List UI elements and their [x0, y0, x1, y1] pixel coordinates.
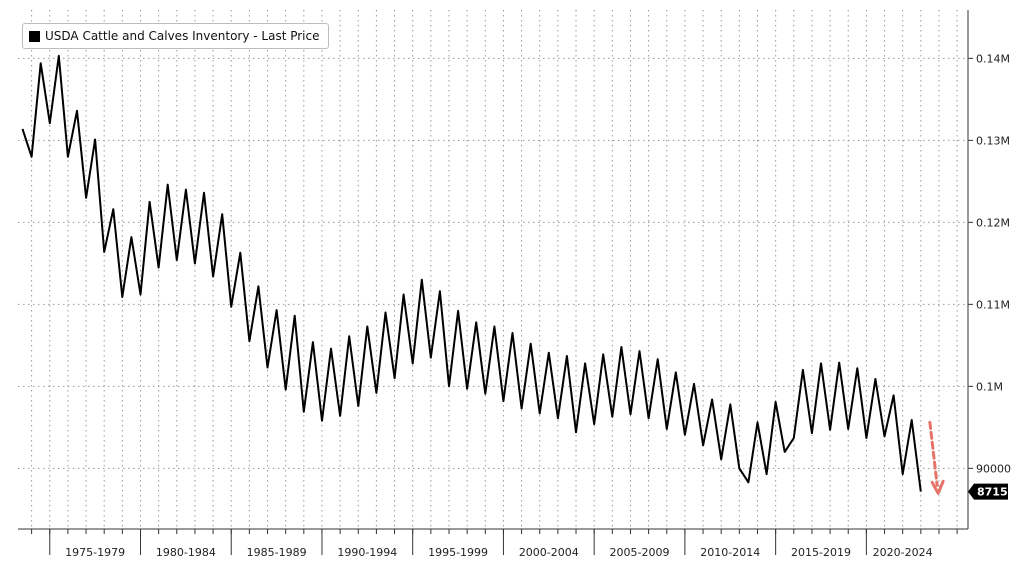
last-value-label: 87157 [977, 486, 1015, 499]
x-tick-label: 1995-1999 [428, 546, 488, 559]
annotation-layer [928, 420, 945, 495]
y-axis-ticks: 90000 0.1M 0.11M 0.12M 0.13M 0.14M 87157 [968, 52, 1015, 500]
x-tick-label: 1980-1984 [156, 546, 216, 559]
downward-arrow-head [930, 479, 945, 495]
downward-arrow-shaft [928, 420, 939, 487]
gridlines [18, 10, 968, 529]
y-tick-label: 0.14M [976, 52, 1010, 65]
series-line [21, 54, 922, 492]
legend: USDA Cattle and Calves Inventory - Last … [22, 23, 329, 49]
y-tick-label: 0.13M [976, 134, 1010, 147]
legend-label: USDA Cattle and Calves Inventory - Last … [45, 29, 320, 43]
x-tick-label: 1990-1994 [337, 546, 397, 559]
x-tick-label: 2000-2004 [519, 546, 579, 559]
x-axis-ticks: 1975-1979 1980-1984 1985-1989 1990-1994 1995… [65, 546, 933, 559]
x-tick-label: 2005-2009 [610, 546, 670, 559]
y-tick-label: 90000 [976, 462, 1011, 475]
x-tick-label: 2020-2024 [873, 546, 933, 559]
axes [18, 10, 969, 555]
last-value-tag [968, 483, 1008, 500]
x-tick-label: 1975-1979 [65, 546, 125, 559]
y-tick-label: 0.12M [976, 216, 1010, 229]
y-tick-label: 0.1M [976, 380, 1003, 393]
legend-swatch [29, 30, 40, 42]
series-layer [21, 54, 922, 492]
x-tick-label: 2010-2014 [700, 546, 760, 559]
x-tick-label: 1985-1989 [247, 546, 307, 559]
y-tick-label: 0.11M [976, 298, 1010, 311]
x-tick-label: 2015-2019 [791, 546, 851, 559]
